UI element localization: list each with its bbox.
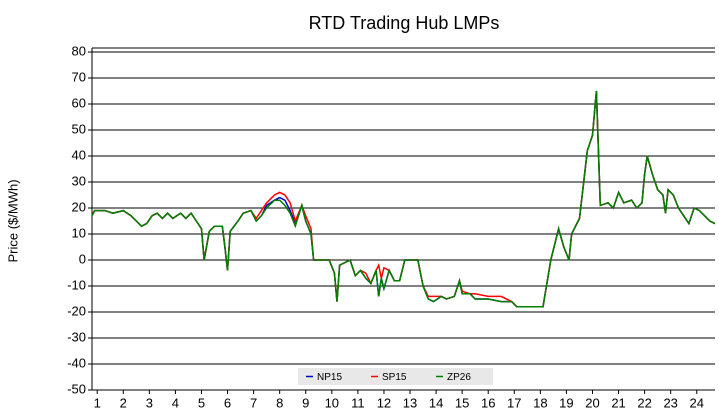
y-tick-label: -40 (67, 355, 86, 370)
x-tick-label: 11 (351, 395, 365, 410)
x-tick-label: 19 (559, 395, 573, 410)
x-tick-label: 4 (172, 395, 179, 410)
x-tick-label: 2 (120, 395, 127, 410)
y-tick-label: 70 (72, 69, 86, 84)
x-tick-label: 10 (325, 395, 339, 410)
x-tick-label: 14 (429, 395, 443, 410)
x-tick-label: 6 (224, 395, 231, 410)
y-axis-label: Price ($/MWh) (5, 179, 20, 262)
y-tick-label: 60 (72, 95, 86, 110)
y-tick-label: -10 (67, 277, 86, 292)
x-tick-label: 22 (637, 395, 651, 410)
y-tick-label: 20 (72, 199, 86, 214)
x-tick-label: 1 (94, 395, 101, 410)
y-tick-label: -20 (67, 303, 86, 318)
x-tick-label: 16 (481, 395, 495, 410)
chart-title: RTD Trading Hub LMPs (309, 13, 500, 33)
x-tick-label: 15 (455, 395, 469, 410)
legend-label: SP15 (382, 372, 407, 383)
y-tick-label: -30 (67, 329, 86, 344)
legend-box (298, 368, 493, 385)
x-tick-label: 5 (198, 395, 205, 410)
x-tick-label: 9 (302, 395, 309, 410)
x-tick-label: 3 (146, 395, 153, 410)
x-tick-label: 24 (690, 395, 704, 410)
y-tick-label: 40 (72, 147, 86, 162)
y-tick-label: 10 (72, 225, 86, 240)
x-tick-label: 21 (611, 395, 625, 410)
y-tick-label: 80 (72, 43, 86, 58)
legend-label: ZP26 (447, 372, 471, 383)
y-tick-label: 0 (79, 251, 86, 266)
x-tick-label: 17 (507, 395, 521, 410)
legend-label: NP15 (317, 372, 342, 383)
x-tick-label: 20 (585, 395, 599, 410)
x-tick-label: 8 (276, 395, 283, 410)
y-tick-label: 30 (72, 173, 86, 188)
series-line (91, 90, 716, 308)
y-tick-label: -50 (67, 381, 86, 396)
x-tick-label: 7 (250, 395, 257, 410)
x-tick-label: 18 (533, 395, 547, 410)
x-tick-label: 12 (377, 395, 391, 410)
x-tick-label: 13 (403, 395, 417, 410)
y-tick-label: 50 (72, 121, 86, 136)
x-tick-label: 23 (663, 395, 677, 410)
